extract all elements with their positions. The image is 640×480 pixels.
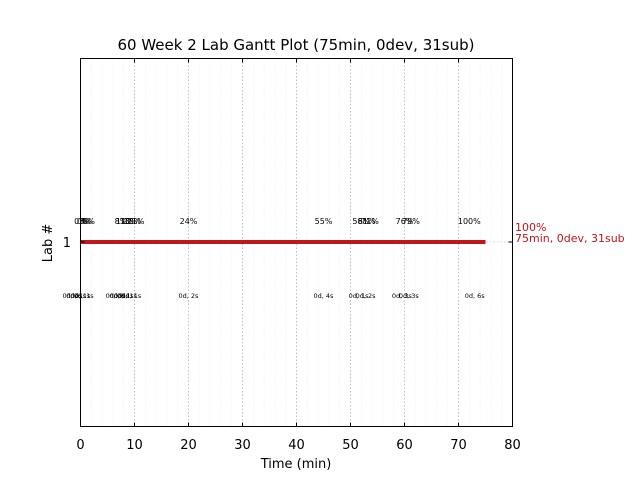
- x-tick-label: 50: [342, 438, 359, 453]
- y-axis-ticks: 1: [63, 236, 513, 251]
- progress-label: 3%: [80, 217, 93, 226]
- progress-label: 71%: [361, 217, 379, 226]
- duration-label: 0d, 1s: [114, 292, 135, 300]
- duration-label: 0d, 1s: [349, 292, 370, 300]
- duration-label: 0d, 1s: [117, 292, 138, 300]
- progress-label: 13%: [120, 217, 138, 226]
- progress-label: 55%: [315, 217, 333, 226]
- x-tick-label: 40: [288, 438, 305, 453]
- progress-label: 11%: [116, 217, 134, 226]
- x-axis-label: Time (min): [260, 457, 332, 472]
- x-tick-label: 10: [126, 438, 143, 453]
- duration-label: 0d, 6s: [465, 292, 486, 300]
- x-tick-label: 80: [504, 438, 521, 453]
- y-tick-label: 1: [63, 236, 71, 251]
- end-label-percent: 100%: [515, 221, 546, 234]
- x-tick-label: 20: [180, 438, 197, 453]
- x-tick-label: 30: [234, 438, 251, 453]
- x-tick-label: 0: [76, 438, 84, 453]
- duration-label: 0d, 1s: [74, 292, 95, 300]
- progress-label: 76%: [396, 217, 414, 226]
- progress-label: 100%: [458, 217, 481, 226]
- x-axis-ticks: 0 10 20 30 40 50 60 70 80: [76, 58, 521, 453]
- duration-label: 0d, 0s: [62, 292, 83, 300]
- progress-label: 18%: [123, 217, 141, 226]
- x-tick-label: 70: [450, 438, 467, 453]
- progress-label: 79%: [402, 217, 420, 226]
- progress-label: 21%: [127, 217, 145, 226]
- duration-label: 0d, 1s: [109, 292, 130, 300]
- duration-label: 0d, 1s: [66, 292, 87, 300]
- progress-label: 58%: [352, 217, 370, 226]
- duration-label: 0d, 3s: [399, 292, 420, 300]
- duration-label: 0d, 4s: [314, 292, 335, 300]
- duration-label: 0d, 1s: [121, 292, 142, 300]
- duration-label: 0d, 0s: [106, 292, 127, 300]
- labels-layer: 0%0%3%6% 8%11%13%18%21% 24% 55% 58%61%71% 76%…: [62, 217, 485, 300]
- progress-label: 6%: [82, 217, 95, 226]
- progress-label: 24%: [180, 217, 198, 226]
- duration-label: 0d, 3s: [392, 292, 413, 300]
- progress-label: 61%: [358, 217, 376, 226]
- progress-label: 0%: [77, 217, 90, 226]
- progress-label: 8%: [115, 217, 128, 226]
- x-tick-label: 60: [396, 438, 413, 453]
- end-label-summary: 75min, 0dev, 31sub: [515, 232, 625, 245]
- duration-label: 0d, 2s: [179, 292, 200, 300]
- chart-title: 60 Week 2 Lab Gantt Plot (75min, 0dev, 3…: [117, 36, 474, 54]
- duration-label: 0d, 2s: [356, 292, 377, 300]
- y-axis-label: Lab #: [41, 224, 56, 263]
